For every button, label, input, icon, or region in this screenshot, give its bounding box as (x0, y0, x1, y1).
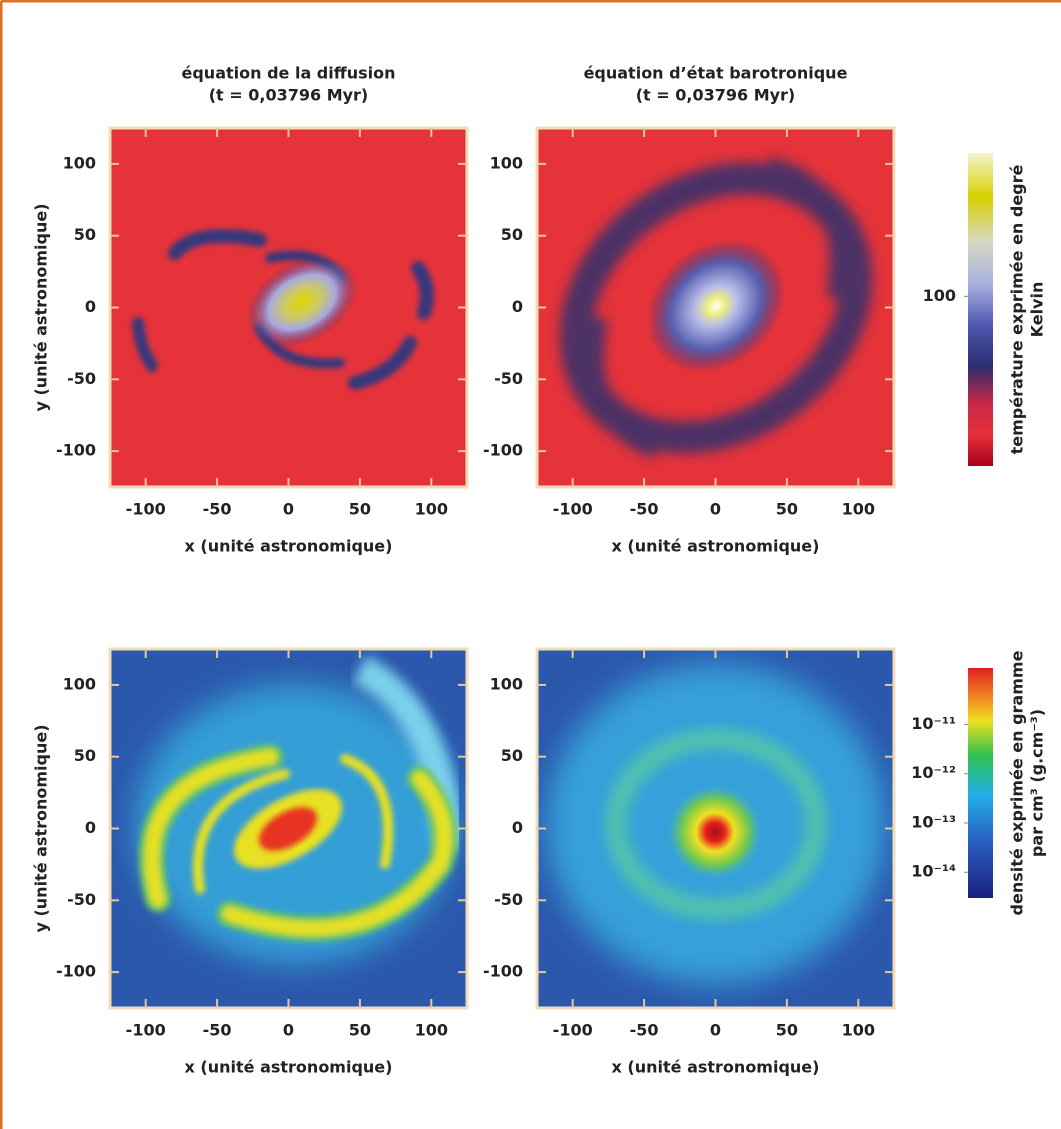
density-map (110, 649, 467, 1008)
x-tick-label: -100 (126, 1021, 166, 1040)
x-tick-label: 50 (776, 500, 798, 519)
x-tick-label: 100 (415, 1021, 448, 1040)
y-tick-label: 0 (85, 818, 96, 837)
y-axis-label: y (unité astronomique) (32, 203, 51, 411)
y-tick-label: -50 (494, 369, 523, 388)
x-tick-label: 0 (710, 1021, 721, 1040)
x-tick-label: -100 (553, 1021, 593, 1040)
y-tick-label: 50 (74, 225, 96, 244)
x-axis-label: x (unité astronomique) (185, 537, 393, 556)
x-tick-label: -50 (203, 1021, 232, 1040)
x-tick-label: 100 (842, 500, 875, 519)
colorbar-tick-label: 10⁻¹⁴ (911, 862, 956, 881)
y-tick-label: 100 (63, 674, 96, 693)
x-axis-label: x (unité astronomique) (185, 1058, 393, 1077)
x-tick-label: 100 (415, 500, 448, 519)
chart-title: équation d’état barotronique (584, 64, 848, 83)
x-axis-label: x (unité astronomique) (612, 1058, 820, 1077)
x-tick-label: 0 (283, 500, 294, 519)
x-tick-label: 100 (842, 1021, 875, 1040)
temperature-map (110, 128, 467, 487)
x-tick-label: -100 (126, 500, 166, 519)
y-tick-label: 50 (74, 746, 96, 765)
x-tick-label: 0 (710, 500, 721, 519)
y-tick-label: -50 (67, 890, 96, 909)
y-tick-label: -100 (483, 962, 523, 981)
y-tick-label: 100 (490, 153, 523, 172)
colorbar-tick-label: 10⁻¹³ (911, 812, 956, 831)
colorbar-tick-label: 10⁻¹¹ (911, 714, 956, 733)
y-tick-label: -50 (494, 890, 523, 909)
chart-subtitle: (t = 0,03796 Myr) (636, 86, 796, 105)
y-tick-label: 50 (501, 225, 523, 244)
y-tick-label: -100 (483, 441, 523, 460)
colorbar (968, 153, 993, 466)
y-axis-label: y (unité astronomique) (32, 724, 51, 932)
x-tick-label: -50 (203, 500, 232, 519)
x-tick-label: -50 (630, 500, 659, 519)
y-tick-label: 0 (512, 297, 523, 316)
colorbar (968, 668, 993, 898)
y-tick-label: -100 (56, 962, 96, 981)
temperature-map (537, 128, 894, 487)
y-tick-label: 50 (501, 746, 523, 765)
x-tick-label: 0 (283, 1021, 294, 1040)
x-tick-label: -100 (553, 500, 593, 519)
colorbar-label: température exprimée en degré (1008, 164, 1027, 454)
colorbar-label: par cm³ (g.cm⁻³) (1028, 709, 1047, 857)
y-tick-label: -100 (56, 441, 96, 460)
y-tick-label: 100 (63, 153, 96, 172)
x-tick-label: -50 (630, 1021, 659, 1040)
y-tick-label: 100 (490, 674, 523, 693)
colorbar-tick-label: 10⁻¹² (911, 763, 956, 782)
y-tick-label: 0 (512, 818, 523, 837)
colorbar-label: densité exprimée en gramme (1008, 650, 1027, 915)
x-tick-label: 50 (349, 500, 371, 519)
y-tick-label: 0 (85, 297, 96, 316)
chart-title: équation de la diffusion (182, 64, 396, 83)
y-tick-label: -50 (67, 369, 96, 388)
x-axis-label: x (unité astronomique) (612, 537, 820, 556)
x-tick-label: 50 (349, 1021, 371, 1040)
x-tick-label: 50 (776, 1021, 798, 1040)
chart-subtitle: (t = 0,03796 Myr) (209, 86, 369, 105)
colorbar-tick-label: 100 (923, 286, 956, 305)
density-map (537, 649, 894, 1008)
colorbar-label: Kelvin (1028, 282, 1047, 338)
